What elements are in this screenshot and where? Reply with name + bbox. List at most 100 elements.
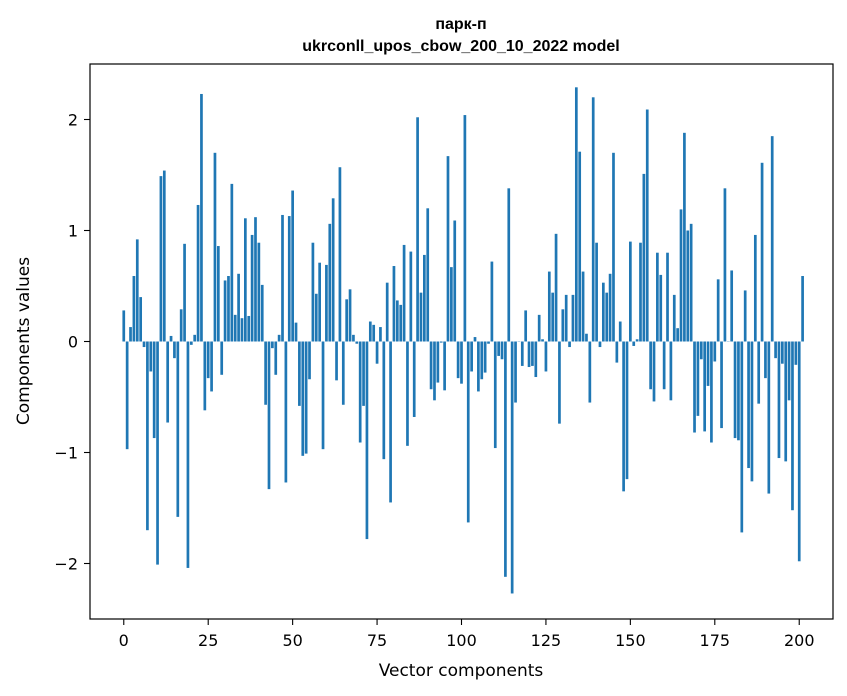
bar bbox=[406, 341, 409, 446]
bar bbox=[520, 341, 524, 366]
chart-subtitle: ukrconll_upos_cbow_200_10_2022 model bbox=[302, 38, 619, 55]
bar bbox=[335, 341, 338, 381]
bar bbox=[581, 271, 585, 342]
bar bbox=[477, 341, 480, 392]
bar bbox=[591, 97, 595, 342]
bar bbox=[490, 261, 494, 342]
bar bbox=[615, 341, 619, 363]
bar bbox=[395, 300, 399, 342]
bar bbox=[656, 252, 659, 342]
bar bbox=[149, 341, 153, 372]
chart-title: парк-п bbox=[435, 16, 486, 33]
bar bbox=[649, 341, 652, 390]
bar bbox=[794, 341, 798, 365]
bar bbox=[220, 341, 224, 375]
bar bbox=[450, 267, 453, 342]
bar bbox=[402, 244, 406, 342]
bar bbox=[585, 333, 588, 342]
bar bbox=[274, 341, 278, 375]
bar bbox=[426, 208, 430, 342]
bar bbox=[672, 294, 676, 342]
bar bbox=[730, 270, 734, 342]
bar bbox=[244, 218, 247, 342]
bar bbox=[436, 341, 440, 383]
bar bbox=[308, 341, 311, 380]
bar bbox=[541, 339, 544, 342]
bar bbox=[618, 321, 622, 342]
bar bbox=[625, 341, 629, 480]
bar bbox=[203, 341, 207, 411]
bar bbox=[743, 290, 747, 342]
bar bbox=[544, 341, 548, 372]
bar bbox=[706, 341, 710, 386]
x-tick-label: 75 bbox=[367, 631, 387, 650]
bar bbox=[757, 341, 761, 404]
x-tick-label: 50 bbox=[282, 631, 302, 650]
bar bbox=[774, 341, 777, 359]
bar bbox=[132, 276, 136, 342]
bar bbox=[206, 341, 210, 379]
bar bbox=[294, 322, 298, 342]
bar bbox=[676, 328, 679, 342]
bar bbox=[325, 264, 328, 342]
bar bbox=[791, 341, 794, 511]
bar bbox=[176, 341, 180, 517]
bar bbox=[696, 341, 700, 416]
bar bbox=[537, 314, 541, 342]
bar bbox=[679, 209, 683, 342]
x-axis: 0 25 50 75 100 125 150 175 200 bbox=[119, 619, 815, 650]
bar bbox=[189, 341, 193, 345]
bar bbox=[605, 292, 609, 342]
x-tick-label: 175 bbox=[700, 631, 731, 650]
bar bbox=[301, 341, 305, 456]
bar bbox=[341, 341, 345, 405]
bar bbox=[456, 341, 460, 379]
bar bbox=[645, 109, 649, 342]
bar bbox=[267, 341, 271, 490]
bar bbox=[264, 341, 267, 405]
bar bbox=[642, 173, 646, 342]
bar bbox=[571, 294, 575, 342]
bar bbox=[240, 318, 244, 342]
bar bbox=[662, 341, 666, 390]
bars-group bbox=[122, 87, 804, 594]
bar bbox=[368, 321, 372, 342]
y-tick-label: −1 bbox=[54, 444, 78, 463]
bar bbox=[196, 204, 200, 342]
bar bbox=[764, 341, 767, 379]
bar bbox=[801, 276, 804, 342]
bar bbox=[595, 242, 598, 342]
bar bbox=[588, 341, 592, 403]
bar bbox=[186, 341, 190, 568]
bar bbox=[230, 183, 234, 342]
bar bbox=[524, 310, 528, 342]
bar bbox=[331, 198, 335, 342]
bar bbox=[740, 341, 744, 533]
bar bbox=[284, 341, 288, 483]
bar bbox=[598, 341, 602, 348]
bar bbox=[233, 314, 237, 342]
bar bbox=[669, 341, 673, 401]
bar bbox=[321, 341, 325, 450]
bar bbox=[527, 341, 531, 368]
bar bbox=[622, 341, 625, 492]
bar bbox=[554, 233, 558, 342]
bar bbox=[237, 273, 240, 342]
bar bbox=[534, 341, 538, 378]
bar bbox=[497, 341, 500, 356]
bar bbox=[767, 341, 771, 494]
y-tick-label: 1 bbox=[68, 222, 78, 241]
bar bbox=[156, 341, 159, 565]
bar bbox=[574, 87, 578, 342]
bar bbox=[162, 170, 166, 342]
bar bbox=[453, 220, 457, 342]
bar bbox=[355, 341, 359, 344]
bar bbox=[122, 310, 126, 342]
bar bbox=[409, 251, 413, 342]
bar bbox=[375, 341, 379, 364]
bar bbox=[652, 341, 656, 402]
bar bbox=[146, 341, 149, 531]
bar bbox=[419, 292, 423, 342]
y-tick-label: 0 bbox=[68, 333, 78, 352]
